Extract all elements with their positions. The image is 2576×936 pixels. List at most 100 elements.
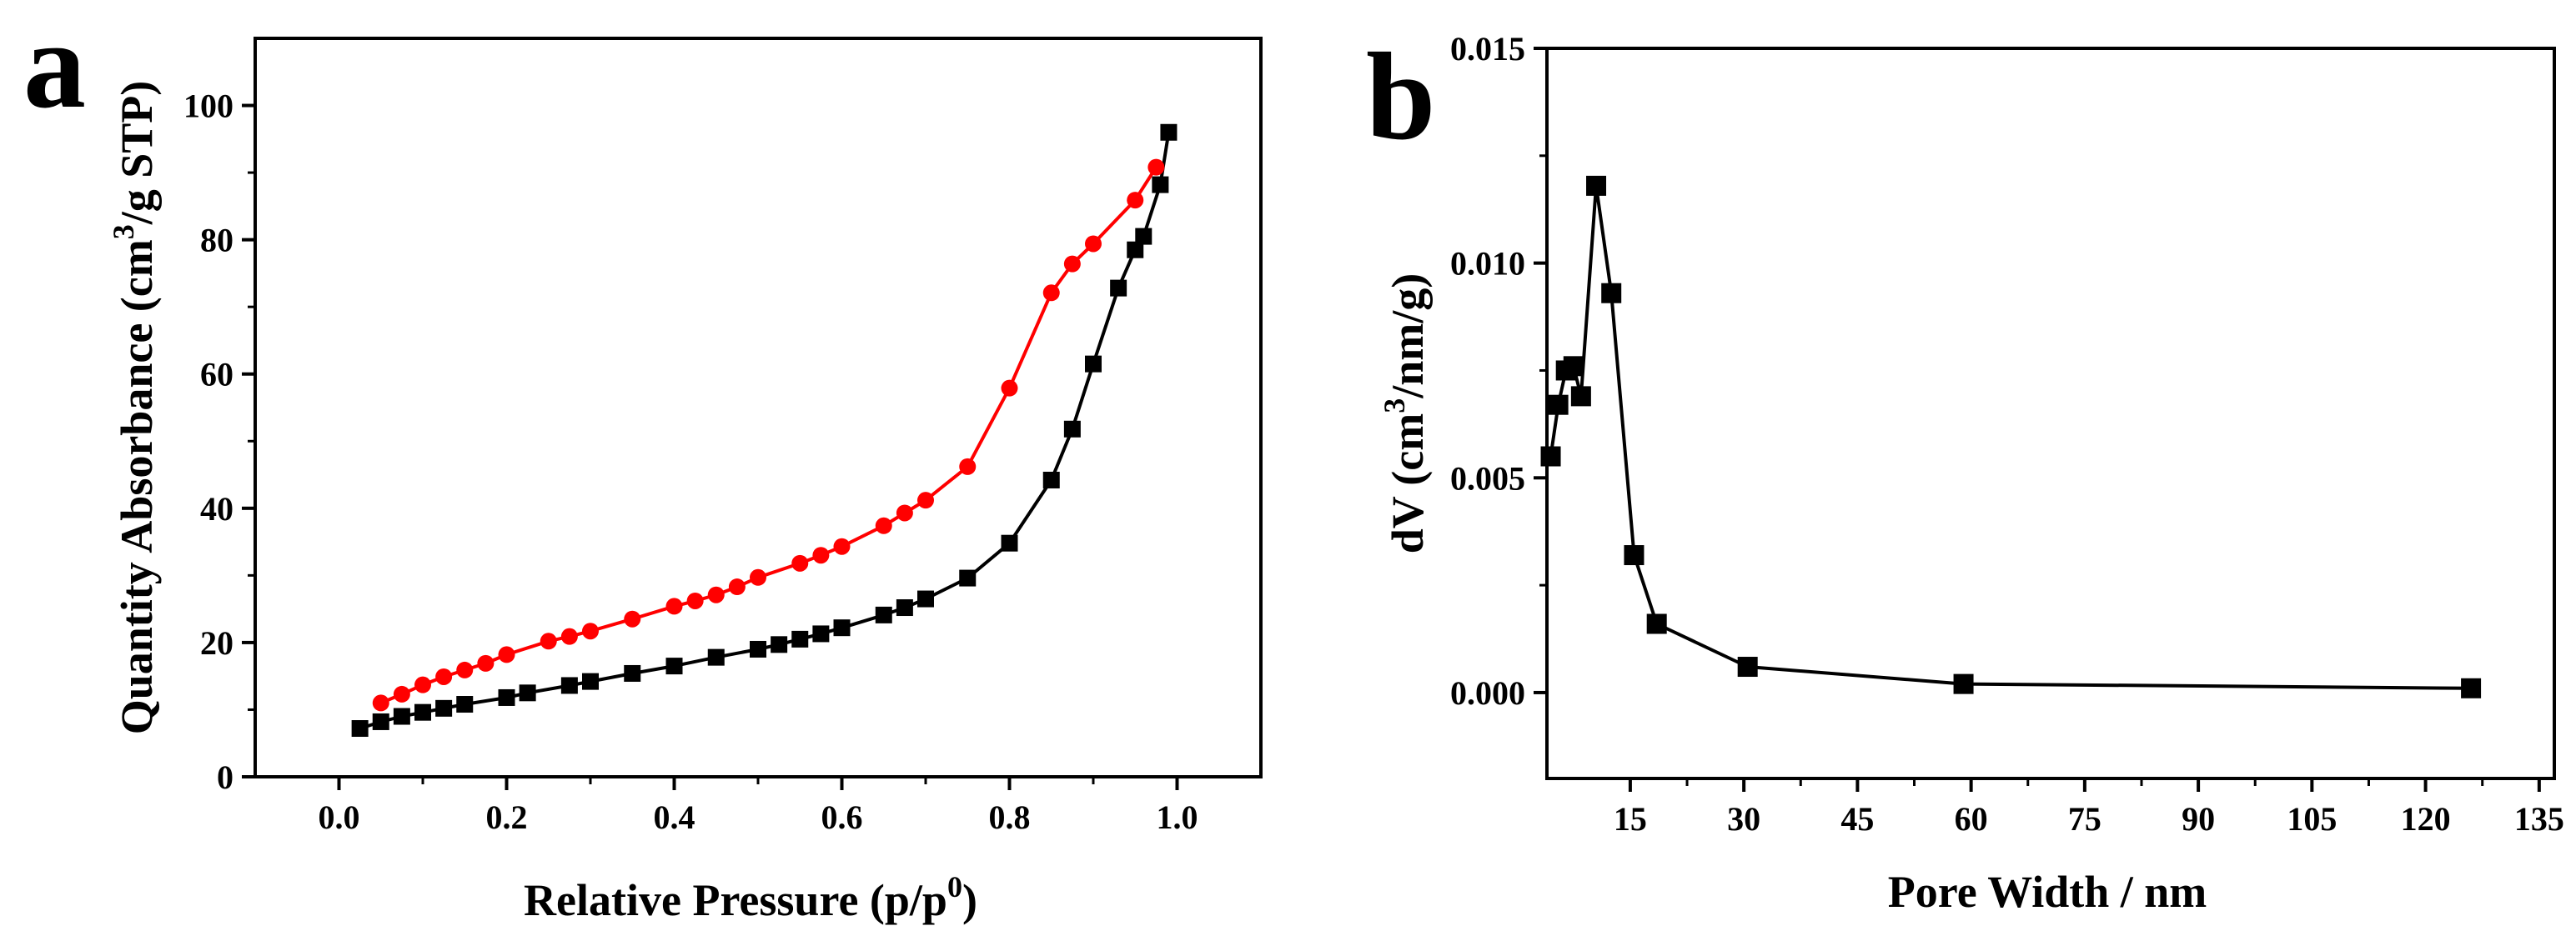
data-point [750,640,766,658]
data-point [435,699,453,717]
data-point [456,661,474,678]
panel-b-y-axis-label: dV (cm3/nm/g) [1378,273,1433,554]
x-tick-label: 15 [1614,800,1647,838]
data-point [1085,355,1102,373]
x-tick-label: 1.0 [1157,798,1198,836]
data-point [875,606,892,623]
data-point [791,554,809,572]
data-point [519,684,536,702]
x-tick-label: 60 [1955,800,1988,838]
data-point [1601,283,1622,303]
x-tick-label: 105 [2287,800,2337,838]
y-tick-label: 60 [200,356,233,393]
panel-b-x-ticks: 15 30 45 60 75 90 105 120 135 [1614,778,2564,838]
y-tick-label: 0.010 [1450,245,1525,283]
x-tick-label: 90 [2182,800,2215,838]
data-point [1624,545,1645,566]
x-tick-label: 0.4 [654,798,695,836]
data-point [1160,123,1178,141]
data-point [1042,471,1060,488]
data-point [771,636,788,653]
data-point [435,668,453,685]
data-point [414,703,431,721]
data-point [560,677,578,694]
data-point [2461,678,2482,698]
data-point [875,517,892,534]
data-point [1085,235,1102,253]
data-point [1646,613,1667,634]
panel-a-x-ticks: 0.0 0.2 0.4 0.6 0.8 1.0 [319,777,1198,836]
data-point [414,676,431,693]
data-point [812,625,830,643]
data-point [1042,284,1060,302]
data-point [917,590,934,608]
data-point [959,458,977,475]
data-point [1127,241,1144,258]
data-point [728,578,746,596]
x-tick-label: 30 [1727,800,1760,838]
panel-a-x-axis-label: Relative Pressure (p/p0) [524,870,977,925]
data-point [1063,420,1081,438]
x-tick-label: 45 [1840,800,1874,838]
data-point [896,599,913,617]
x-tick-label: 0.0 [319,798,360,836]
series-line-adsorption [359,132,1171,730]
panel-b: b 15 30 45 60 75 90 105 120 135 0.0000.0050.0100… [1366,28,2564,917]
panel-b-x-axis-label: Pore Width / nm [1888,867,2207,917]
data-point [540,633,557,650]
data-point [372,694,389,712]
x-tick-label: 135 [2514,800,2564,838]
data-point [917,492,934,509]
x-tick-label: 0.8 [989,798,1031,836]
data-point [1563,356,1584,377]
panel-b-series [1540,175,2482,698]
data-point [477,654,495,672]
panel-b-letter: b [1366,28,1435,166]
data-point [791,630,809,648]
data-point [498,688,515,706]
series-line-pore-size-distribution [1549,183,2472,690]
y-tick-label: 0.005 [1450,459,1525,497]
x-tick-label: 75 [2068,800,2101,838]
data-point [1548,394,1569,415]
panel-b-frame [1545,47,2556,780]
y-tick-label: 100 [183,88,233,125]
data-point [750,568,766,586]
data-point [1001,379,1018,397]
y-tick-label: 40 [200,490,233,528]
y-tick-label: 0.000 [1450,674,1525,712]
data-point [1586,175,1607,196]
panel-a-y-axis-label: Quantity Absorbance (cm3/g STP) [107,81,162,735]
data-point [624,610,641,628]
data-point [707,648,725,666]
data-point [393,685,410,703]
data-point [1063,255,1081,273]
data-point [582,673,599,690]
data-point [833,538,851,555]
data-point [812,547,830,564]
panel-a: a 0.0 0.2 0.4 0.6 0.8 1.0 0 20 40 60 80 100 Relati… [23,0,1263,925]
data-point [686,592,704,609]
data-point [456,696,474,713]
data-point [1570,386,1591,407]
data-point [707,586,725,603]
x-tick-label: 0.2 [486,798,528,836]
panel-a-series [351,123,1178,738]
data-point [1110,279,1127,297]
data-point [665,598,683,615]
data-point [1147,158,1165,176]
data-point [393,708,410,725]
panel-a-letter: a [23,0,86,134]
data-point [1152,176,1169,193]
y-tick-label: 20 [200,624,233,662]
y-tick-label: 0 [217,758,233,796]
data-point [372,713,389,730]
x-tick-label: 120 [2401,800,2451,838]
data-point [1001,534,1018,552]
data-point [560,628,578,645]
data-point [959,569,977,587]
data-point [624,664,641,682]
panel-b-y-ticks: 0.000 0.005 0.010 0.015 [1450,30,1547,712]
panel-a-frame [254,37,1263,778]
